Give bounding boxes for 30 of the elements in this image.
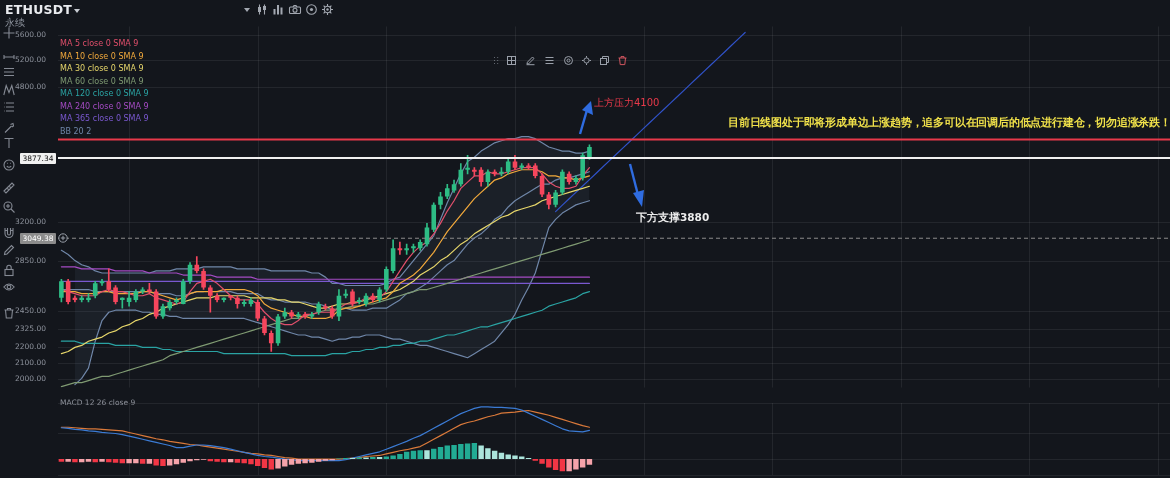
bar	[85, 459, 92, 462]
text: MA 30 close 0 SMA 9	[60, 64, 144, 74]
annotation: 下方支撑3880	[636, 211, 710, 224]
bar	[72, 459, 78, 463]
bar	[261, 459, 268, 469]
bar	[370, 457, 376, 460]
text: MA 240 close 0 SMA 9	[60, 101, 149, 111]
text: MA 365 close 0 SMA 9	[60, 114, 149, 124]
bar	[65, 459, 71, 462]
text: MA 10 close 0 SMA 9	[60, 51, 144, 61]
chart-title: ETHUSDT	[5, 2, 72, 17]
bar	[268, 459, 274, 470]
text: MA 120 close 0 SMA 9	[60, 89, 149, 99]
bar	[58, 459, 65, 462]
bar	[146, 459, 153, 464]
text: MA 5 close 0 SMA 9	[60, 39, 139, 49]
text: BB 20 2	[60, 126, 92, 136]
text: MA 60 close 0 SMA 9	[60, 76, 144, 86]
bar	[139, 459, 146, 464]
bar	[559, 459, 566, 472]
annotation: 目前日线图处于即将形成单边上涨趋势，追多可以在回调后的低点进行建仓，切勿追涨杀跌！	[728, 116, 1170, 129]
bar	[471, 442, 478, 460]
bar	[99, 459, 105, 462]
bar	[424, 450, 430, 460]
chart-subtitle: 永续	[5, 17, 25, 29]
bar	[376, 457, 383, 460]
bar	[112, 459, 119, 463]
annotation: 上方压力4100	[594, 97, 660, 109]
bar	[437, 447, 444, 460]
bar	[586, 459, 593, 465]
